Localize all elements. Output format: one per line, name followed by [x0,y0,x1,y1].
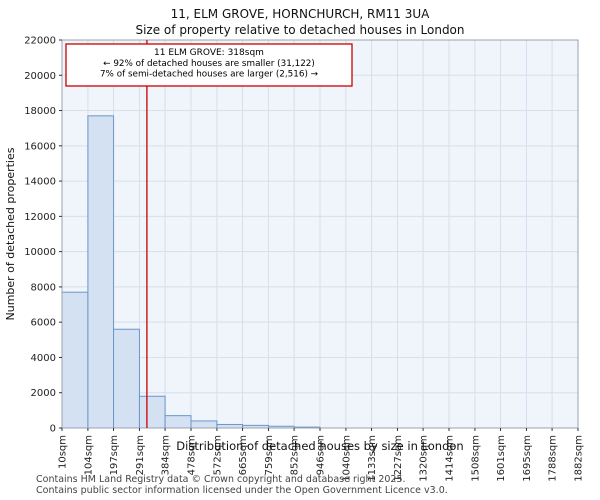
x-tick-label: 104sqm [83,435,94,475]
y-tick-label: 2000 [31,388,56,399]
histogram-bar [87,115,115,429]
histogram-bar [113,328,140,429]
x-tick-label: 10sqm [58,435,69,469]
y-tick-label: 0 [50,424,56,435]
annotation-line-2: ← 92% of detached houses are smaller (31… [103,59,315,69]
y-tick-label: 18000 [24,106,56,117]
x-tick-label: 759sqm [264,435,275,475]
y-tick-label: 12000 [24,212,56,223]
histogram-bar [138,395,166,429]
x-tick-label: 1788sqm [548,435,559,482]
x-tick-label: 1133sqm [367,435,378,482]
x-tick-label: 478sqm [187,435,198,475]
chart-title: 11, ELM GROVE, HORNCHURCH, RM11 3UA [170,7,430,21]
histogram-bar [164,415,192,429]
y-tick-label: 4000 [31,353,56,364]
x-axis-title: Distribution of detached houses by size … [176,439,463,453]
histogram-bar [216,423,244,429]
histogram-bar [61,291,89,429]
footer-line-2: Contains public sector information licen… [36,485,448,496]
x-tick-label: 1320sqm [419,435,430,482]
x-tick-label: 1508sqm [470,435,481,482]
x-tick-label: 1882sqm [574,435,585,482]
chart-subtitle: Size of property relative to detached ho… [135,23,465,37]
y-axis-title: Number of detached properties [4,147,17,320]
y-tick-label: 20000 [24,71,56,82]
x-tick-label: 1040sqm [341,435,352,482]
x-tick-label: 852sqm [290,435,301,475]
x-tick-label: 946sqm [316,435,327,475]
histogram-chart: 0 2000 4000 6000 8000 10000 12000 14000 16000 180… [4,36,585,482]
histogram-bar [190,420,218,429]
x-tick-label: 197sqm [109,435,120,475]
x-tick-label: 1227sqm [393,435,404,482]
annotation-line-3: 7% of semi-detached houses are larger (2… [100,70,318,80]
x-tick-label: 1695sqm [522,435,533,482]
footer-line-1: Contains HM Land Registry data © Crown c… [36,474,406,485]
x-tick-label: 291sqm [135,435,146,475]
annotation-line-1: 11 ELM GROVE: 318sqm [154,48,264,58]
annotation-box [65,43,353,87]
x-tick-label: 665sqm [238,435,249,475]
x-tick-label: 1601sqm [496,435,507,482]
x-tick-label: 1414sqm [445,435,456,482]
x-tick-label: 572sqm [212,435,223,475]
y-tick-label: 22000 [24,36,56,47]
y-tick-label: 10000 [24,247,56,258]
y-tick-label: 16000 [24,141,56,152]
x-tick-label: 384sqm [161,435,172,475]
y-tick-label: 6000 [31,318,56,329]
y-tick-label: 8000 [31,282,56,293]
y-tick-label: 14000 [24,177,56,188]
